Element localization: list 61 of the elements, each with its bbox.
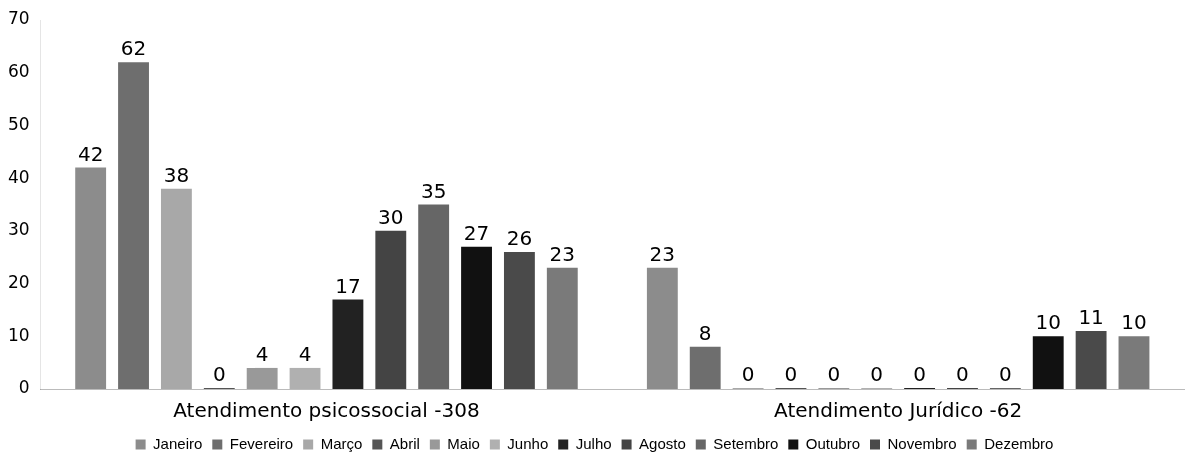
- legend-label: Novembro: [887, 434, 957, 452]
- bar: [75, 167, 107, 389]
- bar: [1032, 336, 1064, 389]
- data-label: 11: [1078, 305, 1104, 330]
- data-label: 10: [1121, 310, 1147, 335]
- data-label: 62: [120, 36, 147, 61]
- legend-label: Dezembro: [984, 434, 1054, 452]
- y-tick-label: 70: [7, 8, 30, 29]
- bar: [118, 62, 149, 389]
- data-label: 42: [77, 141, 104, 166]
- data-label: 0: [913, 362, 926, 387]
- bar: [375, 230, 407, 389]
- data-label: 23: [649, 241, 676, 266]
- data-label: 0: [998, 362, 1012, 387]
- data-label: 17: [335, 273, 361, 298]
- bar: [160, 188, 192, 389]
- legend-label: Março: [320, 434, 363, 452]
- bar: [246, 367, 278, 389]
- legend-label: Outubro: [805, 434, 861, 452]
- bar: [332, 299, 364, 389]
- bar: [461, 246, 492, 389]
- data-label: 26: [506, 226, 533, 251]
- data-label: 4: [255, 342, 269, 367]
- legend-label: Abril: [389, 434, 420, 452]
- data-label: 0: [784, 362, 798, 387]
- legend-label: Agosto: [639, 434, 686, 452]
- y-tick-label: 30: [7, 219, 30, 240]
- legend-label: Fevereiro: [229, 434, 294, 452]
- legend-label: Maio: [447, 434, 480, 452]
- bar: [546, 267, 578, 389]
- bar: [646, 267, 678, 389]
- y-tick-label: 20: [7, 271, 30, 292]
- data-label: 23: [549, 241, 576, 266]
- bar: [503, 251, 535, 389]
- bar: [1075, 331, 1107, 389]
- x-tick-label: Atendimento Jurídico -62: [774, 398, 1023, 423]
- legend-label: Janeiro: [153, 434, 203, 452]
- bar: [418, 204, 450, 389]
- y-tick-label: 60: [7, 61, 30, 82]
- data-label: 27: [463, 220, 490, 245]
- data-label: 0: [827, 362, 841, 387]
- data-label: 0: [741, 362, 755, 387]
- y-tick-label: 40: [7, 166, 30, 187]
- data-label: 4: [298, 342, 312, 367]
- legend-label: Junho: [507, 434, 549, 452]
- x-tick-label: Atendimento psicossocial -308: [173, 398, 480, 423]
- data-label: 0: [212, 362, 226, 387]
- legend-label: Setembro: [713, 434, 779, 452]
- y-tick-label: 50: [7, 113, 30, 134]
- bar: [689, 346, 721, 389]
- legend-label: Julho: [575, 434, 612, 452]
- data-label: 30: [378, 205, 404, 230]
- data-label: 38: [163, 162, 190, 187]
- y-tick-label: 10: [7, 324, 30, 345]
- data-label: 10: [1035, 310, 1061, 335]
- data-label: 35: [420, 178, 447, 203]
- data-label: 8: [698, 321, 712, 346]
- y-tick-label: 0: [18, 377, 30, 398]
- bar: [1118, 336, 1150, 389]
- data-label: 0: [956, 362, 969, 387]
- data-label: 0: [870, 362, 884, 387]
